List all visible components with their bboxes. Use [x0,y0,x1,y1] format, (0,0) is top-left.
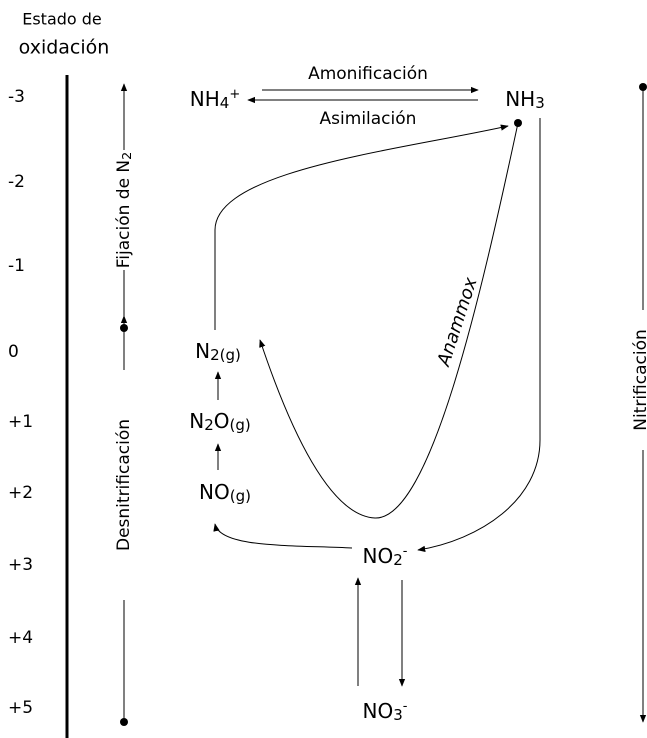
text-part: Fijación de N [114,160,134,268]
anammox-curve [259,122,519,519]
label-bg [630,310,647,450]
supscript: - [403,544,408,559]
text-part: NH [190,87,220,111]
species-label: N2(g) [195,339,241,365]
text-part: NH [505,87,535,111]
level-label: +2 [8,483,33,503]
level-label: +5 [8,698,33,718]
text-part: N [195,339,210,363]
subscript: 2 [204,416,214,434]
species-label: NH4+ [190,87,240,113]
supscript: - [403,699,408,714]
dot [120,718,128,726]
subscript: 3 [535,94,545,112]
axis-title: Estado de [22,10,102,29]
level-label: 0 [8,342,19,362]
text-part: NO [199,480,230,504]
level-label: +1 [8,412,33,432]
subscript: 2 [120,152,135,160]
fixation-curve [214,124,509,330]
subscript: (g) [230,487,251,505]
species-label: NO3- [363,699,408,725]
supscript: + [229,87,240,102]
nitrification-curve [417,118,541,553]
level-label: +3 [8,555,33,575]
subscript: 4 [220,94,230,112]
denitrification-curve [213,523,353,549]
species-label: NO2- [363,544,408,570]
species-label: NO(g) [199,480,251,506]
subscript: 2 [393,551,403,569]
text-part: O [214,409,230,433]
subscript: 3 [393,706,403,724]
anammox-label: Anammox [433,275,482,370]
text-part: NO [363,699,394,723]
fixation-label: Fijación de N2 [114,152,135,269]
axis-title: oxidación [19,37,110,59]
text-part: N [189,409,204,433]
level-label: -3 [8,87,25,107]
subscript: 2(g) [210,346,241,364]
nitrification-label: Nitrificación [631,329,647,431]
text-part: NO [363,544,394,568]
level-label: -2 [8,172,25,192]
species-label: N2O(g) [189,409,251,435]
level-label: +4 [8,628,33,648]
level-label: -1 [8,256,25,276]
ammonification-label: Amonificación [308,64,428,84]
assimilation-label: Asimilación [320,109,417,129]
subscript: (g) [230,416,251,434]
species-label: NH3 [505,87,545,113]
denitrification-label: Desnitrificación [114,419,134,551]
